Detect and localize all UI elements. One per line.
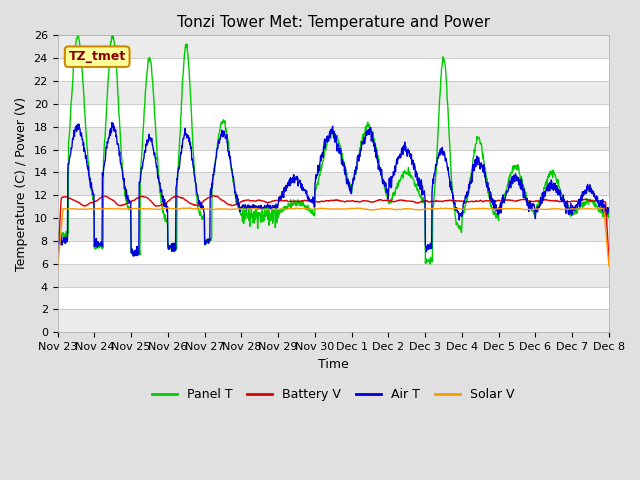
Panel T bbox=[119, 172, 127, 178]
Air T bbox=[300, 186, 307, 192]
Y-axis label: Temperature (C) / Power (V): Temperature (C) / Power (V) bbox=[15, 97, 28, 271]
Battery V bbox=[605, 258, 612, 264]
Bar bbox=[58, 218, 609, 241]
Battery V bbox=[288, 198, 296, 204]
Bar bbox=[58, 264, 609, 287]
Battery V bbox=[210, 192, 218, 198]
Line: Battery V: Battery V bbox=[58, 195, 609, 266]
Line: Air T: Air T bbox=[58, 122, 609, 256]
Panel T bbox=[426, 261, 434, 267]
Battery V bbox=[368, 199, 376, 205]
Air T bbox=[97, 240, 104, 246]
Solar V bbox=[605, 263, 612, 269]
Panel T bbox=[109, 30, 117, 36]
Battery V bbox=[97, 195, 104, 201]
Panel T bbox=[54, 229, 61, 235]
Panel T bbox=[368, 128, 376, 133]
Air T bbox=[605, 206, 612, 212]
Air T bbox=[108, 120, 116, 125]
Panel T bbox=[605, 210, 612, 216]
Solar V bbox=[309, 206, 317, 212]
Bar bbox=[58, 81, 609, 104]
Solar V bbox=[97, 206, 104, 212]
X-axis label: Time: Time bbox=[318, 358, 349, 371]
Bar bbox=[58, 172, 609, 195]
Solar V bbox=[54, 267, 61, 273]
Solar V bbox=[288, 206, 296, 212]
Bar bbox=[58, 36, 609, 58]
Battery V bbox=[309, 199, 317, 205]
Panel T bbox=[288, 203, 296, 209]
Solar V bbox=[119, 206, 127, 212]
Air T bbox=[289, 178, 296, 183]
Battery V bbox=[54, 264, 61, 269]
Line: Solar V: Solar V bbox=[58, 208, 609, 270]
Battery V bbox=[300, 198, 307, 204]
Air T bbox=[368, 136, 376, 142]
Air T bbox=[119, 176, 127, 182]
Legend: Panel T, Battery V, Air T, Solar V: Panel T, Battery V, Air T, Solar V bbox=[147, 383, 520, 406]
Bar bbox=[58, 127, 609, 150]
Solar V bbox=[300, 205, 307, 211]
Text: TZ_tmet: TZ_tmet bbox=[68, 50, 126, 63]
Line: Panel T: Panel T bbox=[58, 33, 609, 264]
Solar V bbox=[186, 205, 193, 211]
Air T bbox=[129, 253, 137, 259]
Bar bbox=[58, 310, 609, 332]
Panel T bbox=[300, 199, 307, 204]
Solar V bbox=[368, 207, 376, 213]
Battery V bbox=[119, 202, 127, 208]
Title: Tonzi Tower Met: Temperature and Power: Tonzi Tower Met: Temperature and Power bbox=[177, 15, 490, 30]
Air T bbox=[54, 237, 61, 243]
Panel T bbox=[97, 242, 104, 248]
Panel T bbox=[309, 212, 317, 217]
Air T bbox=[310, 198, 317, 204]
